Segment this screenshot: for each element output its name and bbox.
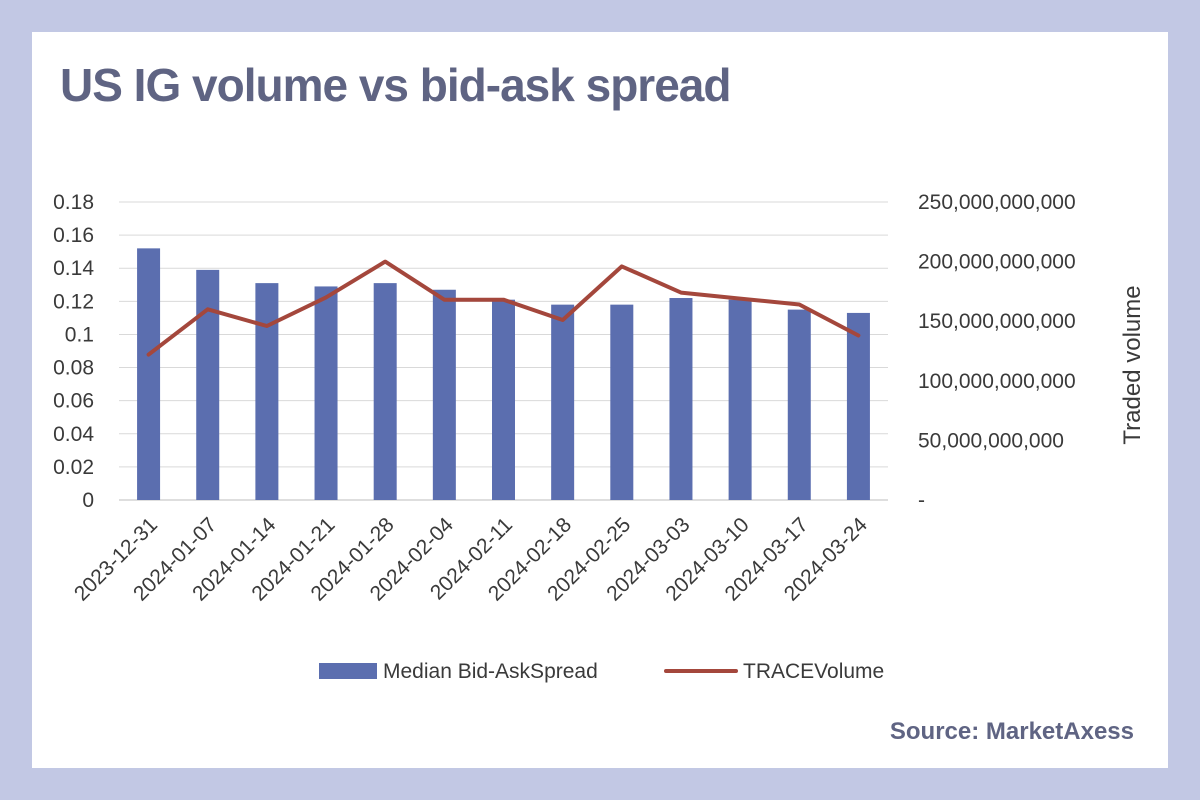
legend-label: Median Bid-AskSpread bbox=[383, 660, 598, 683]
source-note: Source: MarketAxess bbox=[889, 718, 1134, 745]
y-left-tick-label: 0.06 bbox=[53, 390, 94, 413]
y-left-tick-label: 0.12 bbox=[53, 290, 94, 313]
bar bbox=[610, 304, 634, 500]
y-right-tick-label: 50,000,000,000 bbox=[918, 429, 1064, 452]
y-right-tick-label: - bbox=[918, 489, 925, 512]
bar bbox=[669, 298, 693, 500]
chart-title: US IG volume vs bid-ask spread bbox=[60, 59, 731, 111]
combo-chart: 0 0.02 0.04 0.06 0.08 0.1 0.12 0.14 0.16 0.18 - 50,… bbox=[53, 191, 1146, 683]
y-left-tick-label: 0 bbox=[82, 489, 94, 512]
bar bbox=[314, 286, 338, 500]
bar bbox=[196, 269, 220, 500]
series-line bbox=[146, 259, 861, 357]
chart-card: US IG volume vs bid-ask spread 0 0.02 0.04… bbox=[32, 32, 1168, 768]
bar bbox=[432, 289, 456, 500]
y-right-tick-label: 200,000,000,000 bbox=[918, 251, 1076, 274]
y-left-tick-label: 0.16 bbox=[53, 224, 94, 247]
y-left-tick-label: 0.08 bbox=[53, 357, 94, 380]
y-right-axis-label: Traded volume bbox=[1119, 285, 1146, 444]
legend-swatch-bar bbox=[319, 663, 377, 679]
y-right-tick-label: 100,000,000,000 bbox=[918, 370, 1076, 393]
y-left-tick-label: 0.14 bbox=[53, 257, 94, 280]
bar bbox=[728, 299, 752, 500]
bar bbox=[551, 304, 575, 500]
y-left-tick-label: 0.04 bbox=[53, 423, 94, 446]
bar bbox=[255, 283, 279, 500]
bar bbox=[492, 299, 515, 500]
legend-label: TRACEVolume bbox=[743, 660, 884, 683]
bar bbox=[373, 283, 397, 500]
bar bbox=[846, 312, 870, 500]
bar bbox=[137, 248, 161, 500]
y-left-tick-label: 0.18 bbox=[53, 191, 94, 214]
y-left-tick-label: 0.1 bbox=[65, 323, 94, 346]
bar bbox=[787, 309, 811, 500]
y-left-tick-label: 0.02 bbox=[53, 456, 94, 479]
y-right-tick-label: 250,000,000,000 bbox=[918, 191, 1076, 214]
y-right-tick-label: 150,000,000,000 bbox=[918, 310, 1076, 333]
